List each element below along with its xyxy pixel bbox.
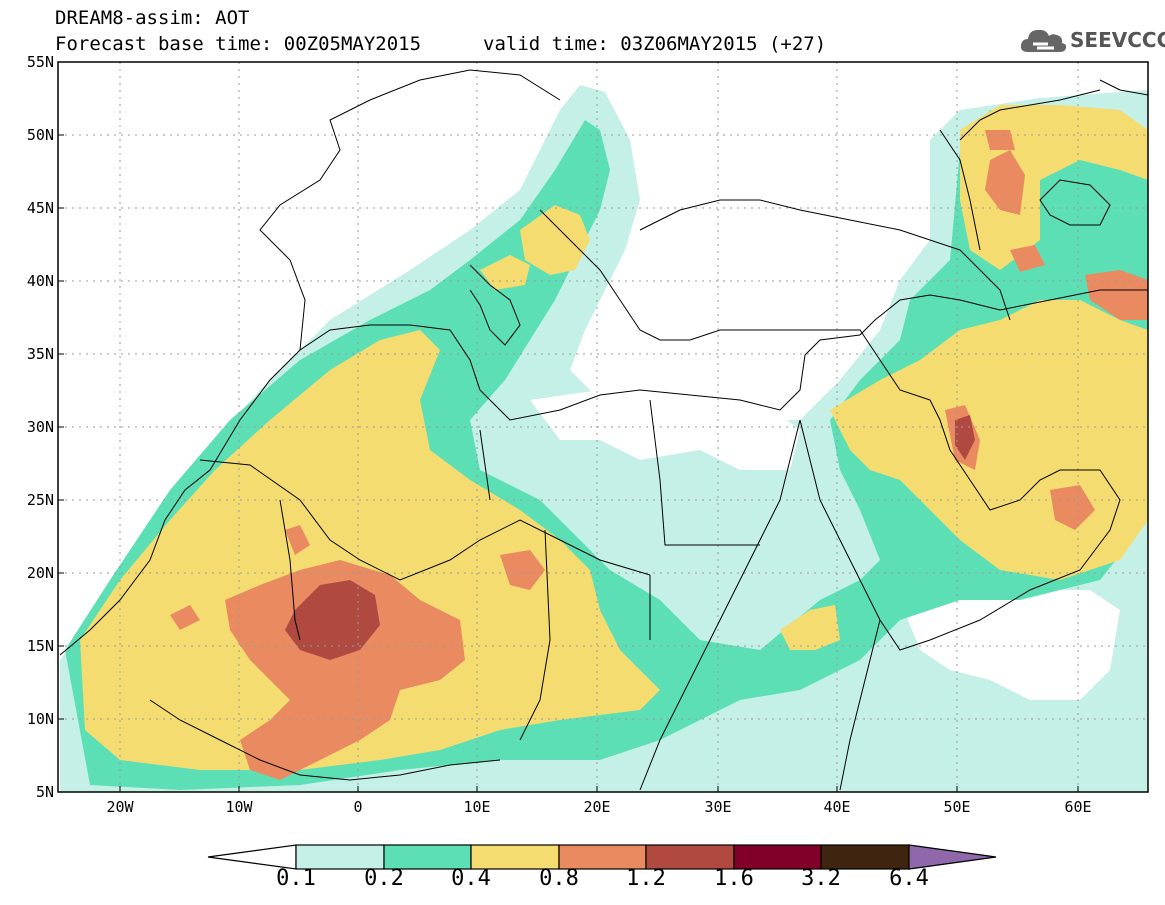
aot-field-0.8-g — [1010, 245, 1045, 272]
lon-label: 30E — [704, 798, 731, 816]
lat-label: 10N — [27, 710, 54, 728]
lat-label: 50N — [27, 126, 54, 144]
lat-label: 40N — [27, 272, 54, 290]
lon-label: 20E — [583, 798, 610, 816]
colorbar — [207, 844, 997, 870]
lon-label: 10E — [463, 798, 490, 816]
lat-label: 30N — [27, 418, 54, 436]
aot-field-0.4 — [80, 330, 660, 770]
lat-label: 20N — [27, 564, 54, 582]
colorbar-bin — [733, 844, 822, 870]
aot-field-0.8-h — [1050, 485, 1095, 530]
lon-label: 20W — [106, 798, 134, 816]
seevccc-logo: SEEVCCC — [1018, 24, 1165, 58]
map-title: DREAM8-assim: AOT — [55, 7, 250, 29]
lat-label: 15N — [27, 637, 54, 655]
lat-label: 25N — [27, 491, 54, 509]
aot-clear-egypt — [530, 390, 800, 470]
aot-field-0.8-d — [170, 605, 200, 630]
lon-label: 0 — [353, 798, 362, 816]
colorbar-bin — [645, 844, 735, 870]
forecast-base-time: Forecast base time: 00Z05MAY2015 — [55, 33, 422, 55]
axis-ticks — [58, 134, 1079, 792]
lon-labels: 20W 10W 0 10E 20E 30E 40E 50E 60E — [106, 798, 1091, 816]
grid-lines — [58, 62, 1148, 792]
colorbar-label: 3.2 — [801, 866, 841, 891]
lon-label: 60E — [1064, 798, 1091, 816]
colorbar-label: 0.4 — [451, 866, 491, 891]
lon-label: 10W — [225, 798, 253, 816]
lon-label: 50E — [943, 798, 970, 816]
aot-clear-east — [900, 590, 1120, 700]
colorbar-high-arrow — [908, 844, 997, 870]
aot-field-1.2 — [285, 580, 380, 660]
aot-field-0.8-j — [985, 130, 1015, 150]
colorbar-label: 1.2 — [626, 866, 666, 891]
colorbar-bin — [470, 844, 560, 870]
lat-labels: 55N 50N 45N 40N 35N 30N 25N 20N 15N 10N … — [27, 53, 54, 801]
aot-field-0.4-redsea — [780, 605, 840, 650]
aot-field-0.4-balkans — [520, 205, 590, 275]
aot-field-0.8-e — [1085, 270, 1148, 320]
colorbar-bin — [820, 844, 910, 870]
aot-field-0.8-b — [500, 550, 545, 590]
colorbar-label: 1.6 — [714, 866, 754, 891]
colorbar-label: 0.8 — [539, 866, 579, 891]
lat-label: 5N — [36, 783, 54, 801]
lat-label: 35N — [27, 345, 54, 363]
lat-label: 55N — [27, 53, 54, 71]
colorbar-label: 6.4 — [889, 866, 929, 891]
logo-text: SEEVCCC — [1070, 28, 1165, 52]
colorbar-bin — [383, 844, 472, 870]
aot-field-0.8-f — [985, 150, 1025, 215]
colorbar-label: 0.1 — [276, 866, 316, 891]
cloud-icon — [1020, 29, 1067, 52]
colorbar-label: 0.2 — [364, 866, 404, 891]
valid-time: valid time: 03Z06MAY2015 (+27) — [483, 33, 827, 55]
lat-label: 45N — [27, 199, 54, 217]
aot-field-0.8 — [225, 560, 465, 780]
aot-fields — [60, 85, 1148, 792]
aot-field-1.2-gulf — [955, 415, 975, 460]
coastlines — [59, 69, 1148, 791]
lon-label: 40E — [823, 798, 850, 816]
aot-field-0.8-c — [285, 525, 310, 555]
